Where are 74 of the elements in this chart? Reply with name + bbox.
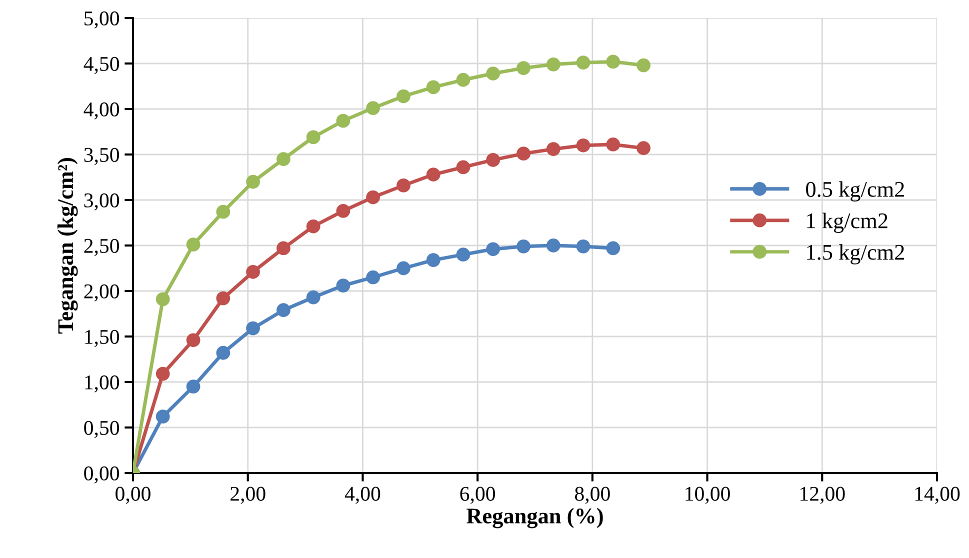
- point: [306, 290, 320, 304]
- point: [366, 101, 380, 116]
- point: [336, 114, 350, 128]
- point: [426, 168, 440, 182]
- x-tick-label: 2,00: [230, 486, 266, 504]
- point: [246, 321, 260, 336]
- point: [246, 174, 260, 189]
- y-axis-title: Tegangan (kg/cm²): [57, 158, 78, 334]
- point: [426, 80, 440, 94]
- point: [426, 253, 440, 268]
- point: [636, 58, 650, 72]
- y-tick-label: 3,00: [84, 193, 120, 210]
- x-tick-label: 8,00: [574, 486, 610, 504]
- point: [606, 54, 620, 69]
- point: [546, 238, 560, 252]
- point: [276, 241, 290, 256]
- x-tick-label: 12,00: [800, 486, 845, 504]
- x-axis-title: Regangan (%): [466, 508, 603, 528]
- point: [246, 264, 260, 279]
- point: [216, 291, 230, 306]
- point: [216, 346, 230, 360]
- point: [486, 153, 500, 167]
- point: [396, 178, 410, 192]
- point: [456, 248, 470, 262]
- point: [186, 333, 200, 348]
- y-tick-label: 4,00: [84, 102, 120, 120]
- x-tick-label: 4,00: [344, 486, 380, 504]
- point: [516, 146, 530, 161]
- x-tick-label: 6,00: [460, 486, 496, 504]
- point: [276, 303, 290, 318]
- x-tick-label: 10,00: [686, 486, 730, 504]
- y-tick-label: 1,00: [85, 375, 120, 392]
- legend-label: 1.5 kg/cm2: [807, 244, 904, 264]
- point: [576, 56, 590, 70]
- y-tick-label: 3,50: [84, 148, 120, 165]
- point: [576, 239, 590, 254]
- point: [276, 152, 290, 166]
- point: [156, 292, 170, 306]
- point: [306, 219, 320, 234]
- y-tick-label: 0,50: [84, 420, 120, 438]
- point: [516, 239, 530, 254]
- point: [366, 270, 380, 284]
- y-tick-label: 4,50: [84, 56, 120, 74]
- point: [156, 366, 170, 381]
- y-tick-label: 2,00: [84, 284, 120, 302]
- point: [546, 142, 560, 156]
- point: [186, 380, 200, 394]
- y-tick-label: 2,50: [84, 238, 120, 256]
- legend-label: 0.5 kg/cm2: [806, 181, 904, 202]
- point: [396, 89, 410, 104]
- point: [516, 61, 530, 75]
- point: [606, 241, 620, 256]
- legend-label: 1 kg/cm2: [807, 212, 888, 233]
- point: [546, 57, 560, 72]
- point: [216, 204, 230, 219]
- y-tick-label: 0,00: [84, 466, 120, 484]
- point: [576, 138, 590, 152]
- point: [336, 278, 350, 292]
- point: [486, 242, 500, 256]
- point: [156, 410, 170, 424]
- point: [336, 204, 350, 218]
- point: [366, 190, 380, 204]
- x-tick-label: 0,00: [116, 486, 150, 504]
- x-tick-label: 14,00: [915, 486, 960, 504]
- point: [396, 261, 410, 276]
- point: [636, 141, 650, 156]
- point: [606, 138, 620, 152]
- point: [186, 238, 200, 252]
- y-tick-label: 5,00: [84, 11, 120, 28]
- point: [306, 130, 320, 144]
- y-tick-label: 1,50: [85, 330, 120, 347]
- point: [486, 66, 500, 80]
- point: [456, 160, 470, 174]
- point: [456, 72, 470, 87]
